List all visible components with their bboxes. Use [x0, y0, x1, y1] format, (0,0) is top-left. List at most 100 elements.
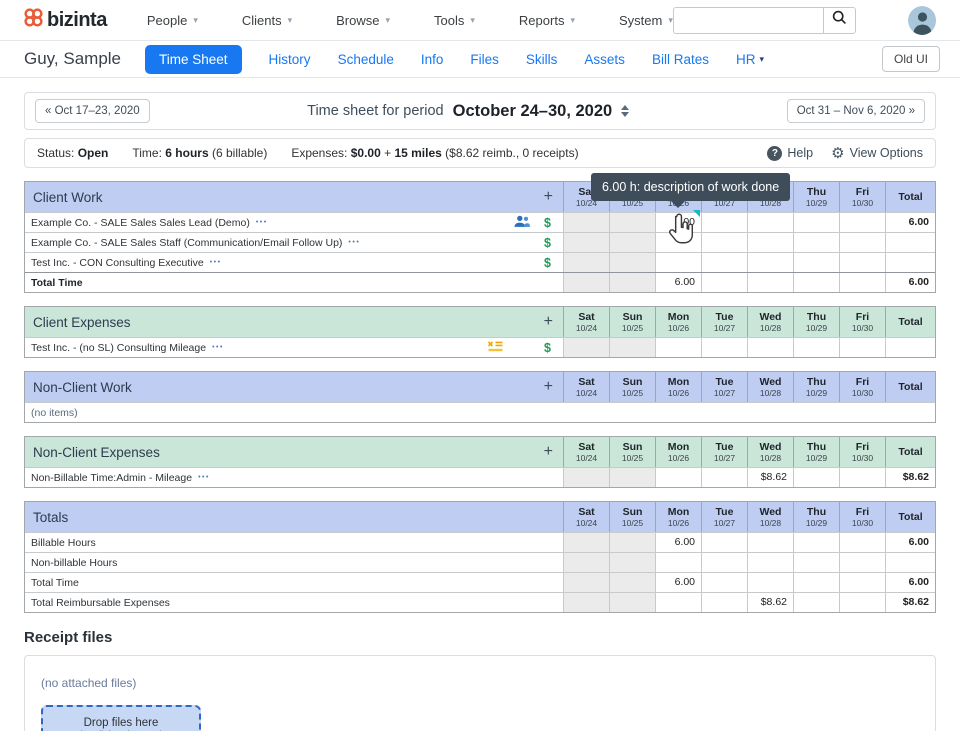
tab-files[interactable]: Files — [470, 51, 499, 67]
add-client-work-button[interactable]: + — [543, 188, 553, 205]
tab-assets[interactable]: Assets — [584, 51, 625, 67]
billing-dollar-icon[interactable]: $ — [544, 215, 551, 230]
total-cell[interactable] — [885, 233, 935, 252]
menu-people[interactable]: People ▾ — [146, 12, 198, 28]
tab-schedule[interactable]: Schedule — [337, 51, 394, 67]
row-label: Test Inc. - CON Consulting Executive — [31, 256, 204, 269]
day-cell[interactable] — [563, 233, 609, 252]
chevron-down-icon: ▾ — [759, 53, 764, 64]
day-cell — [563, 593, 609, 612]
menu-clients[interactable]: Clients ▾ — [241, 12, 293, 28]
day-cell[interactable] — [609, 338, 655, 357]
total-cell[interactable] — [885, 338, 935, 357]
day-cell[interactable] — [793, 233, 839, 252]
day-cell[interactable] — [563, 338, 609, 357]
day-column-header: Sat 10/24 — [563, 502, 609, 532]
day-cell[interactable] — [655, 233, 701, 252]
tab-time-sheet[interactable]: Time Sheet — [145, 44, 242, 74]
help-link[interactable]: ? Help — [767, 145, 813, 161]
total-cell[interactable] — [885, 253, 935, 272]
row-actions-menu[interactable]: ••• — [198, 474, 210, 481]
day-cell[interactable] — [655, 468, 701, 487]
billing-dollar-icon[interactable]: $ — [544, 255, 551, 270]
tab-info[interactable]: Info — [420, 51, 444, 67]
search-input[interactable] — [672, 6, 823, 34]
day-cell[interactable] — [839, 233, 885, 252]
day-cell[interactable] — [747, 213, 793, 232]
bizinta-logo[interactable]: bizinta — [22, 6, 107, 34]
day-cell[interactable] — [793, 468, 839, 487]
search-button[interactable] — [822, 6, 856, 34]
user-avatar[interactable] — [907, 5, 936, 35]
day-cell[interactable] — [747, 253, 793, 272]
non-client-expenses-header: Non-Client Expenses + Sat 10/24 Sun 10/25 Mo… — [25, 437, 935, 467]
day-cell[interactable] — [563, 253, 609, 272]
menu-system[interactable]: System ▾ — [618, 12, 673, 28]
table-row: Test Inc. - (no SL) Consulting Mileage •… — [25, 337, 935, 357]
day-cell[interactable] — [839, 213, 885, 232]
day-cell: 6.00 — [655, 533, 701, 552]
day-cell[interactable] — [701, 338, 747, 357]
day-cell[interactable] — [793, 338, 839, 357]
view-options-link[interactable]: ⚙ View Options — [831, 145, 923, 162]
period-title-label: Time sheet for period — [307, 103, 444, 119]
tab-hr[interactable]: HR ▾ — [735, 51, 764, 67]
day-cell[interactable] — [609, 213, 655, 232]
billing-dollar-icon[interactable]: $ — [544, 235, 551, 250]
day-cell[interactable] — [563, 468, 609, 487]
day-cell[interactable] — [839, 253, 885, 272]
total-cell[interactable]: $8.62 — [885, 468, 935, 487]
day-cell[interactable] — [701, 468, 747, 487]
assigned-people-icon[interactable] — [514, 215, 531, 231]
row-actions-menu[interactable]: ••• — [348, 239, 361, 246]
total-cell[interactable]: 6.00 — [885, 213, 935, 232]
day-cell[interactable] — [839, 468, 885, 487]
menu-reports[interactable]: Reports ▾ — [518, 12, 575, 28]
day-cell[interactable] — [839, 338, 885, 357]
day-column-header: Thu 10/29 — [793, 307, 839, 337]
period-select-icon[interactable] — [621, 105, 630, 117]
day-cell[interactable] — [701, 253, 747, 272]
day-cell[interactable] — [747, 338, 793, 357]
file-drop-zone[interactable]: Drop files here (or click to browse) — [41, 705, 201, 731]
menu-browse[interactable]: Browse ▾ — [336, 12, 391, 28]
day-cell[interactable] — [563, 213, 609, 232]
day-cell — [701, 273, 747, 292]
old-ui-button[interactable]: Old UI — [881, 46, 940, 72]
drop-zone-sublabel: (or click to browse) — [79, 730, 163, 731]
day-cell[interactable] — [701, 233, 747, 252]
tab-bill-rates[interactable]: Bill Rates — [651, 51, 709, 67]
previous-period-button[interactable]: « Oct 17–23, 2020 — [35, 99, 150, 123]
total-time-row: Total Time 6.00 6.00 — [25, 272, 935, 292]
billing-dollar-icon[interactable]: $ — [544, 340, 551, 355]
day-cell[interactable] — [793, 213, 839, 232]
day-cell[interactable]: $8.62 — [747, 468, 793, 487]
day-cell[interactable] — [609, 253, 655, 272]
day-cell[interactable] — [609, 468, 655, 487]
next-period-button[interactable]: Oct 31 – Nov 6, 2020 » — [786, 99, 925, 123]
row-actions-menu[interactable]: ••• — [212, 344, 224, 351]
tab-history[interactable]: History — [268, 51, 311, 67]
day-cell[interactable] — [609, 233, 655, 252]
add-non-client-work-button[interactable]: + — [543, 378, 553, 395]
day-cell[interactable] — [655, 338, 701, 357]
day-cell[interactable] — [793, 253, 839, 272]
menu-tools[interactable]: Tools ▾ — [434, 12, 475, 28]
day-cell[interactable] — [747, 233, 793, 252]
row-actions-menu[interactable]: ••• — [209, 259, 222, 266]
day-cell[interactable] — [655, 253, 701, 272]
add-client-expense-button[interactable]: + — [543, 313, 553, 330]
tab-skills[interactable]: Skills — [525, 51, 558, 67]
row-actions-menu[interactable]: ••• — [255, 219, 268, 226]
add-non-client-expense-button[interactable]: + — [543, 443, 553, 460]
mileage-rate-icon[interactable] — [487, 340, 504, 355]
day-cell[interactable] — [701, 213, 747, 232]
